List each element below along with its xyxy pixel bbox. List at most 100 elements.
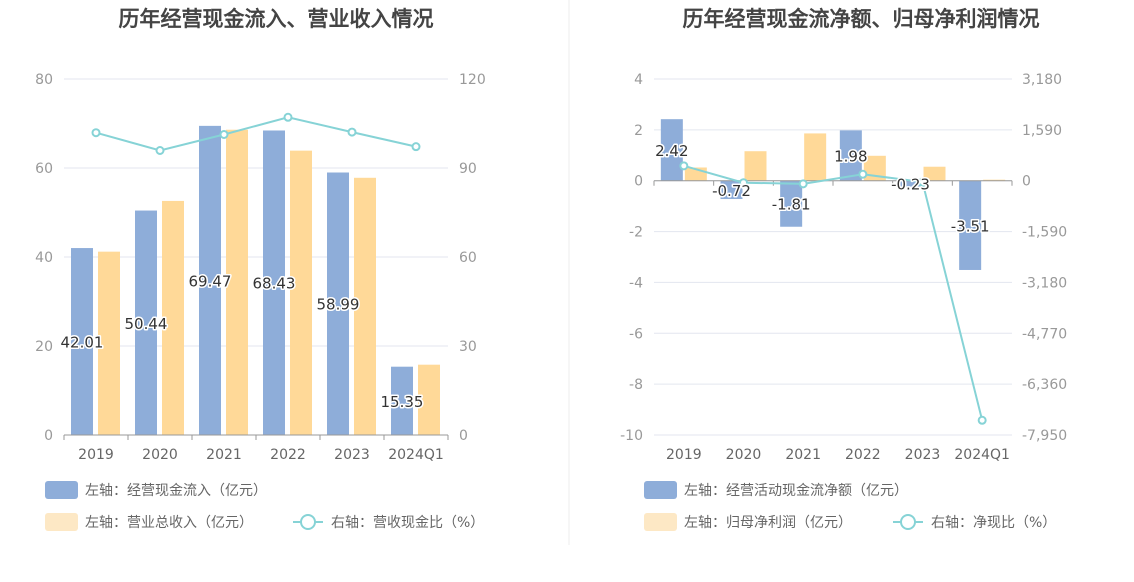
line-series [95, 116, 417, 152]
y-left-tick-label: -2 [629, 225, 643, 241]
x-tick-label: 2019 [78, 447, 114, 463]
bar-secondary[interactable] [923, 166, 946, 181]
x-tick-label: 2020 [142, 447, 178, 463]
y-left-tick-label: 2 [634, 123, 643, 139]
legend: 左轴：经营现金流入（亿元） 左轴：营业总收入（亿元） 右轴：营收现金比（%） [45, 481, 484, 531]
x-axis [63, 434, 449, 440]
y-left-tick-label: 40 [35, 250, 53, 266]
line-point[interactable] [283, 112, 293, 122]
legend-label: 右轴：净现比（%） [931, 515, 1056, 531]
bar-secondary[interactable] [418, 364, 440, 435]
y-right-tick-label: -7,950 [1022, 428, 1067, 444]
legend-marker [300, 514, 316, 530]
y-left-tick-label: 80 [35, 72, 53, 88]
x-tick-label: 2020 [726, 447, 762, 463]
bar-primary[interactable] [263, 130, 285, 435]
bar-data-label: -0.72 [712, 182, 751, 200]
line-point[interactable] [977, 415, 987, 425]
bar-primary[interactable] [780, 180, 803, 227]
line-point[interactable] [739, 178, 748, 188]
bar-primary[interactable] [327, 172, 349, 435]
x-tick-label: 2022 [270, 447, 306, 463]
bar-data-label: 1.98 [834, 148, 867, 166]
x-axis-ticks: 2019 2020 2021 2022 2023 2024Q1 [78, 447, 444, 463]
y-left-tick-label: -4 [629, 275, 643, 291]
legend-label: 左轴：经营活动现金流净额（亿元） [684, 483, 908, 499]
bar-data-label: -0.23 [891, 176, 930, 194]
bar-secondary[interactable] [226, 129, 248, 436]
revenue-bars [98, 129, 440, 436]
y-right-tick-label: 30 [459, 339, 477, 355]
line-point[interactable] [679, 161, 689, 171]
x-tick-label: 2023 [905, 447, 941, 463]
bar-primary[interactable] [71, 248, 93, 435]
bar-primary[interactable] [959, 180, 982, 270]
y-right-tick-label: -4,770 [1022, 326, 1067, 342]
line-point[interactable] [411, 142, 421, 152]
legend-item-cash-ratio[interactable]: 右轴：营收现金比（%） [293, 514, 484, 531]
legend-marker [900, 514, 916, 530]
bar-data-label: 2.42 [655, 142, 688, 160]
bar-secondary[interactable] [98, 251, 120, 435]
right-axis-ticks: -7,950 -6,360 -4,770 -3,180 -1,590 0 1,590 3,18… [1022, 72, 1067, 444]
bar-primary[interactable] [720, 180, 743, 200]
legend: 左轴：经营活动现金流净额（亿元） 左轴：归母净利润（亿元） 右轴：净现比（%） [644, 481, 1056, 531]
legend-item-net-cashflow[interactable]: 左轴：经营活动现金流净额（亿元） [644, 481, 908, 499]
x-axis [653, 180, 1013, 186]
x-tick-label: 2021 [206, 447, 242, 463]
y-right-tick-label: 120 [459, 72, 486, 88]
bar-secondary[interactable] [744, 151, 767, 181]
bar-primary[interactable] [199, 125, 221, 436]
bar-primary[interactable] [660, 119, 683, 181]
legend-item-net-profit[interactable]: 左轴：归母净利润（亿元） [644, 513, 852, 531]
legend-item-cash-inflow[interactable]: 左轴：经营现金流入（亿元） [45, 481, 267, 499]
bar-data-label: 58.99 [317, 296, 360, 314]
y-left-tick-label: -10 [620, 428, 643, 444]
legend-swatch [45, 481, 78, 499]
bar-primary[interactable] [899, 180, 922, 187]
bar-secondary[interactable] [983, 179, 1006, 181]
x-tick-label: 2023 [334, 447, 370, 463]
bar-secondary[interactable] [354, 177, 376, 436]
cash-ratio-line [91, 112, 421, 155]
cash-inflow-revenue-chart: 历年经营现金流入、营业收入情况 0 20 40 60 80 0 30 60 90 120 201… [35, 7, 486, 531]
line-point[interactable] [858, 169, 868, 179]
legend-item-revenue[interactable]: 左轴：营业总收入（亿元） [45, 513, 253, 531]
bar-primary[interactable] [839, 130, 862, 181]
y-left-tick-label: 0 [44, 428, 53, 444]
line-point[interactable] [91, 128, 101, 138]
bar-data-label: 69.47 [189, 272, 232, 290]
line-point[interactable] [155, 145, 165, 155]
legend-swatch [644, 513, 677, 531]
line-point[interactable] [219, 129, 229, 139]
x-tick-label: 2024Q1 [388, 447, 444, 463]
bar-secondary[interactable] [804, 133, 827, 181]
line-point[interactable] [347, 127, 357, 137]
net-cashflow-profit-chart: 历年经营现金流净额、归母净利润情况 -10-8-6-4-2024 -7,950-… [620, 7, 1067, 531]
bar-primary[interactable] [135, 210, 157, 435]
bar-data-label: 68.43 [253, 275, 296, 293]
cash-inflow-bars [71, 125, 413, 436]
y-right-tick-label: 3,180 [1022, 72, 1062, 88]
net-cashflow-bars [660, 119, 982, 270]
net-cashflow-data-labels: 2.42 -0.72 -1.81 1.98 -0.23 -3.51 [654, 140, 991, 236]
x-tick-label: 2021 [785, 447, 821, 463]
bar-primary[interactable] [391, 366, 413, 435]
y-right-tick-label: 90 [459, 161, 477, 177]
bar-secondary[interactable] [162, 200, 184, 435]
x-tick-label: 2024Q1 [954, 447, 1010, 463]
bar-data-label: 15.35 [381, 393, 424, 411]
y-right-tick-label: 0 [1022, 174, 1031, 190]
bar-data-label: 50.44 [125, 315, 168, 333]
y-left-tick-label: 60 [35, 161, 53, 177]
y-right-tick-label: 60 [459, 250, 477, 266]
y-right-tick-label: -3,180 [1022, 275, 1067, 291]
bar-secondary[interactable] [290, 150, 312, 435]
legend-label: 左轴：营业总收入（亿元） [85, 515, 253, 531]
line-point[interactable] [918, 177, 927, 187]
legend-label: 左轴：归母净利润（亿元） [684, 514, 852, 531]
legend-item-net-cash-ratio[interactable]: 右轴：净现比（%） [893, 514, 1056, 531]
grid-lines [64, 78, 448, 436]
line-point[interactable] [798, 179, 808, 189]
